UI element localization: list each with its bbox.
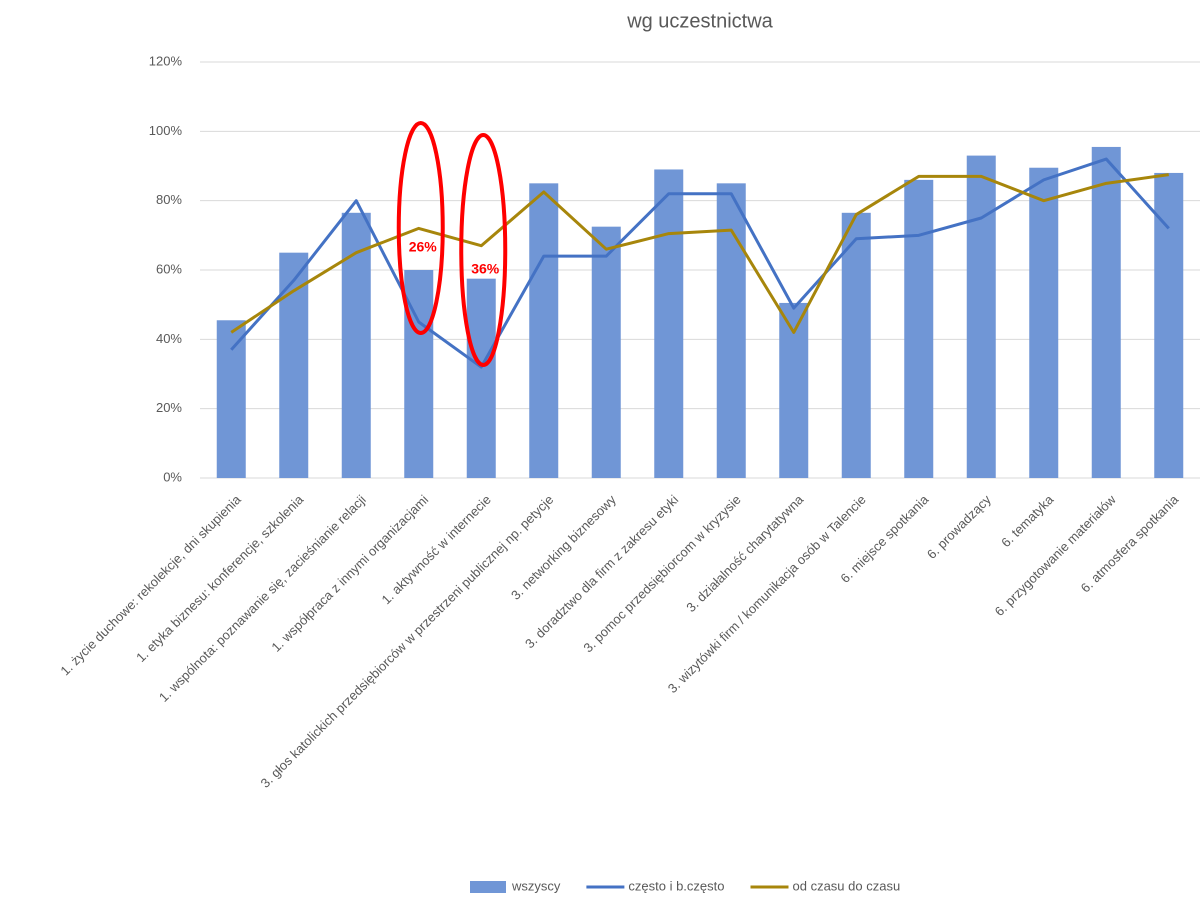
y-tick-label: 40% (156, 331, 182, 346)
legend-label: często i b.często (628, 878, 724, 893)
bar (279, 252, 309, 478)
x-tick-label: 3. działalność charytatywna (683, 491, 807, 615)
x-tick-label: 6. prowadzący (924, 492, 994, 562)
y-tick-label: 80% (156, 192, 182, 207)
bar (654, 169, 684, 478)
highlight-ellipse (396, 121, 445, 335)
bar (529, 183, 559, 479)
line (230, 173, 1169, 334)
annotation: 26% (409, 239, 438, 255)
bar (1091, 146, 1121, 478)
legend-label: wszyscy (511, 878, 561, 893)
y-tick-label: 100% (149, 123, 183, 138)
annotation: 36% (471, 261, 500, 277)
line (230, 157, 1170, 369)
x-tick-label: 1. wspólnota: poznawanie się, zacieśnian… (156, 492, 369, 705)
y-tick-label: 20% (156, 400, 182, 415)
bar (779, 302, 809, 478)
x-tick-label: 3. networking biznesowy (508, 492, 619, 603)
y-tick-label: 0% (163, 469, 182, 484)
highlight-ellipse (459, 133, 508, 367)
bar (966, 155, 996, 478)
x-tick-label: 6. przygotowanie materiałów (992, 492, 1120, 620)
x-tick-label: 6. tematyka (998, 491, 1057, 550)
bar (904, 179, 934, 478)
legend-swatch (470, 881, 506, 893)
bar (1029, 167, 1059, 478)
bar (716, 183, 746, 479)
y-tick-label: 60% (156, 261, 182, 276)
bar (841, 212, 871, 479)
bar (1154, 172, 1184, 478)
x-tick-label: 1. aktywność w internecie (378, 492, 493, 607)
bar (591, 226, 621, 478)
y-tick-label: 120% (149, 53, 183, 68)
x-tick-label: 3. głos katolickich przedsiębiorców w pr… (258, 492, 557, 791)
bar (216, 320, 246, 478)
bar (466, 278, 496, 478)
chart-title: wg uczestnictwa (626, 10, 773, 32)
legend-label: od czasu do czasu (793, 878, 901, 893)
